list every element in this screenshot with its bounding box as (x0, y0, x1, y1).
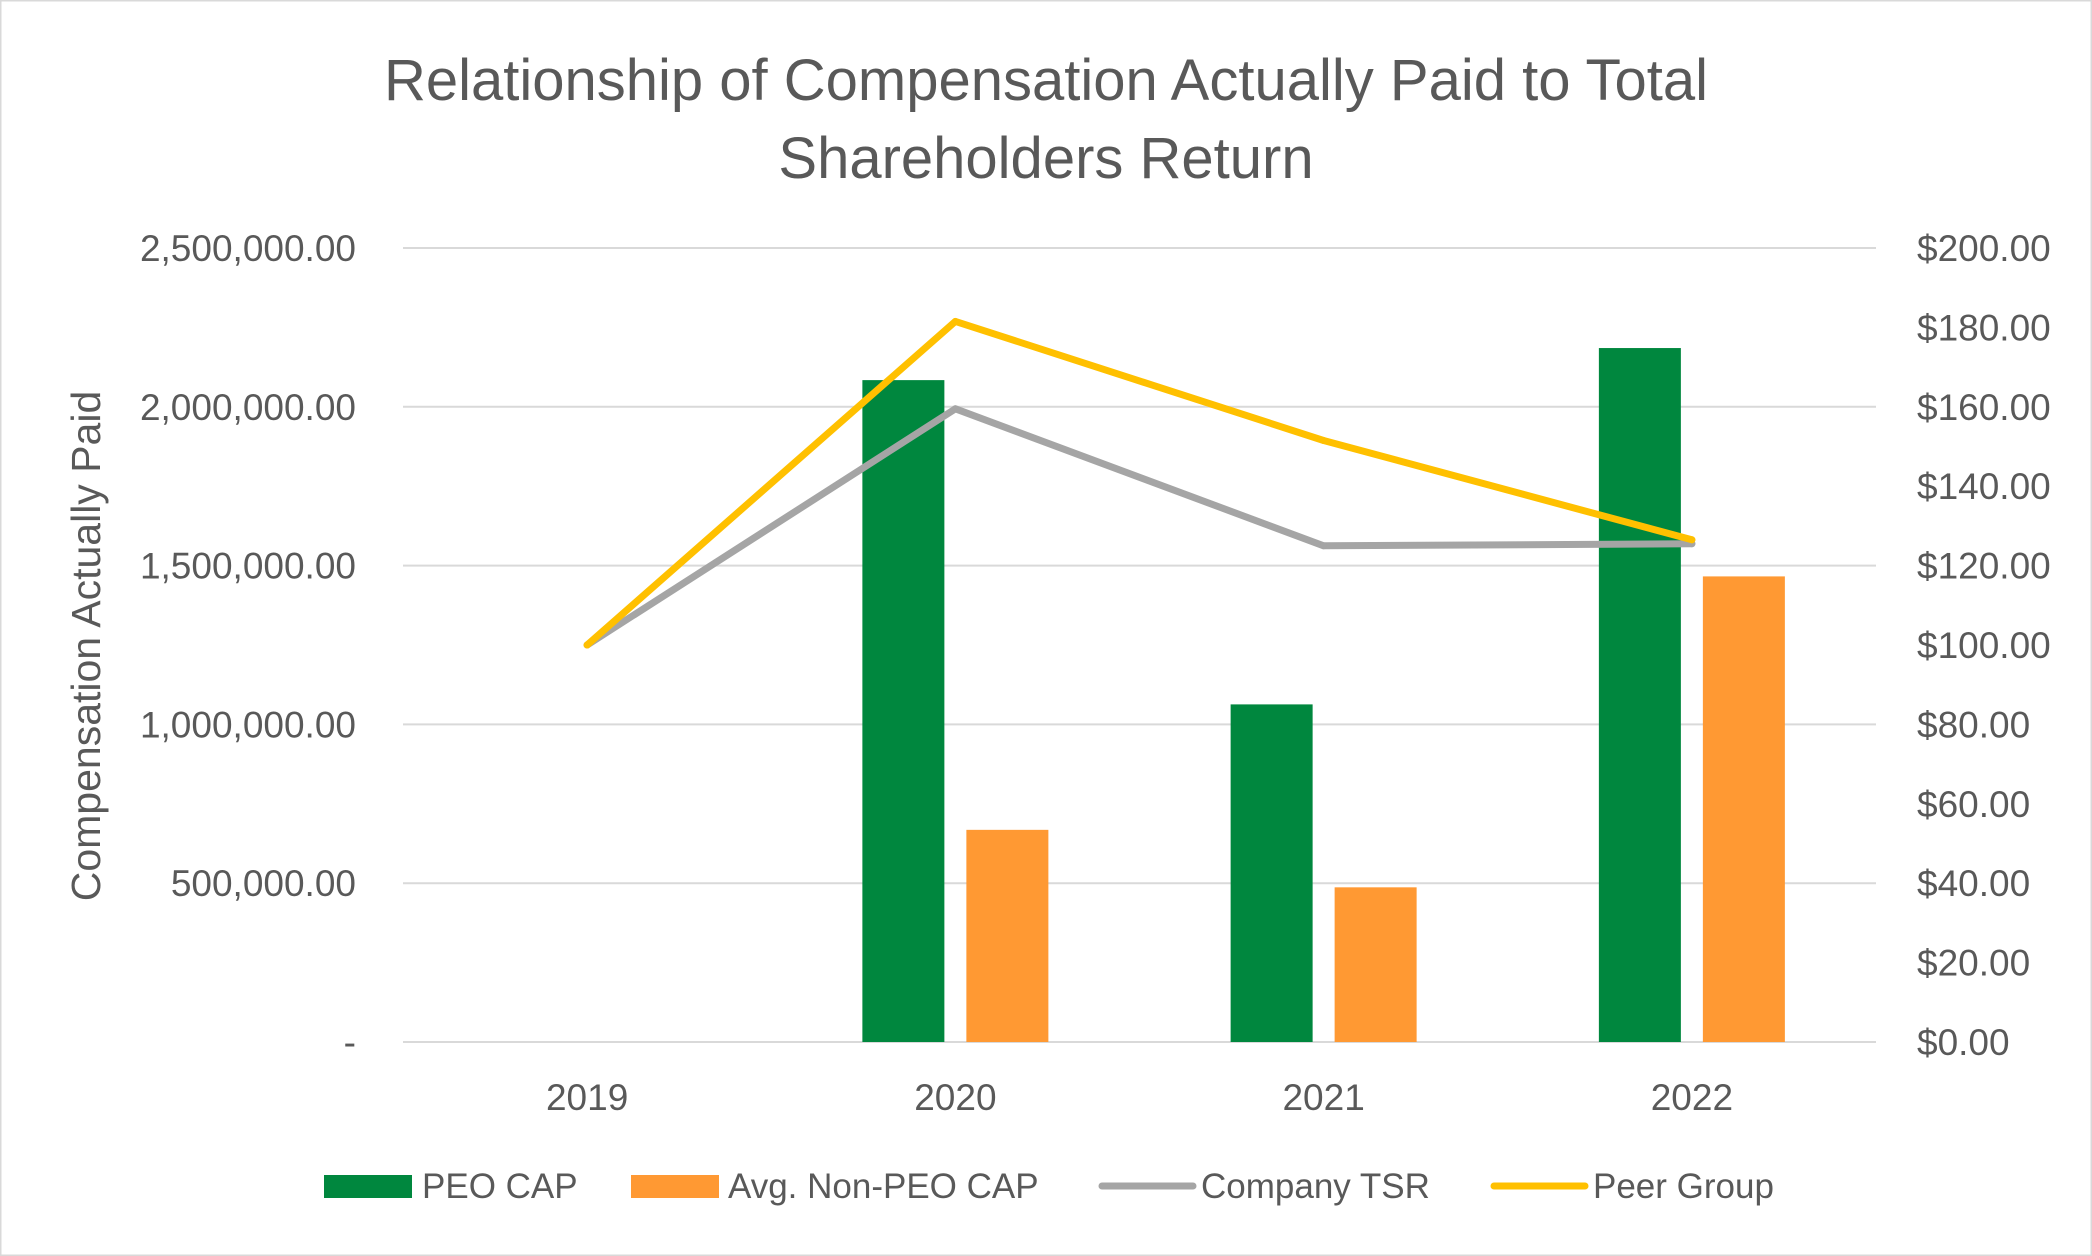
legend-swatch-avg-non-peo-cap (631, 1175, 719, 1198)
legend-item-avg-non-peo-cap: Avg. Non-PEO CAP (631, 1167, 1039, 1206)
legend-swatch-peo-cap (324, 1175, 412, 1198)
y-tick-label-right: $180.00 (1917, 307, 2051, 348)
y-axis-title: Compensation Actually Paid (63, 391, 109, 902)
legend-label-peo-cap: PEO CAP (422, 1167, 578, 1206)
x-tick-label: 2020 (914, 1077, 996, 1118)
y-tick-label-right: $20.00 (1917, 943, 2030, 984)
y-tick-label-left: 2,000,000.00 (140, 387, 356, 428)
y-tick-label-right: $100.00 (1917, 625, 2051, 666)
point-peer-group-2022 (1688, 536, 1696, 544)
bar-peo-cap-2020 (862, 380, 945, 1043)
point-peer-group-2019 (583, 641, 591, 649)
bar-avg-non-peo-cap-2022 (1702, 576, 1785, 1042)
y-tick-label-right: $120.00 (1917, 546, 2051, 587)
chart-title-line-2: Shareholders Return (778, 126, 1313, 191)
point-company-tsr-2021 (1320, 542, 1328, 550)
point-peer-group-2020 (951, 317, 959, 325)
y-tick-label-left: 500,000.00 (171, 863, 356, 904)
bar-avg-non-peo-cap-2020 (966, 829, 1049, 1042)
bar-peo-cap-2021 (1230, 704, 1313, 1042)
legend-item-peer-group: Peer Group (1490, 1167, 1774, 1206)
x-tick-label: 2021 (1282, 1077, 1364, 1118)
y-axis-left-tick-labels: - 500,000.00 1,000,000.00 1,500,000.00 2,000… (140, 228, 356, 1063)
y-tick-label-left: 2,500,000.00 (140, 228, 356, 269)
y-tick-label-right: $60.00 (1917, 784, 2030, 825)
bar-peo-cap-2022 (1598, 348, 1681, 1042)
y-tick-label-left: 1,000,000.00 (140, 704, 356, 745)
legend-item-company-tsr: Company TSR (1098, 1167, 1430, 1206)
x-tick-label: 2022 (1651, 1077, 1733, 1118)
legend-label-company-tsr: Company TSR (1201, 1167, 1430, 1206)
y-tick-label-right: $80.00 (1917, 704, 2030, 745)
line-peer-group (583, 317, 1696, 649)
x-tick-label: 2019 (546, 1077, 628, 1118)
legend-item-peo-cap: PEO CAP (324, 1167, 578, 1206)
legend: PEO CAP Avg. Non-PEO CAP Company TSR Pee… (324, 1167, 1774, 1206)
y-tick-label-right: $140.00 (1917, 466, 2051, 507)
point-company-tsr-2020 (951, 405, 959, 413)
line-company-tsr (583, 405, 1696, 649)
point-peer-group-2021 (1320, 437, 1328, 445)
y-tick-label-left: - (344, 1022, 356, 1063)
y-tick-label-right: $40.00 (1917, 863, 2030, 904)
y-tick-label-right: $0.00 (1917, 1022, 2010, 1063)
y-tick-label-left: 1,500,000.00 (140, 546, 356, 587)
line-series (583, 317, 1696, 649)
bar-series (862, 348, 1785, 1043)
legend-label-peer-group: Peer Group (1593, 1167, 1774, 1206)
y-tick-label-right: $200.00 (1917, 228, 2051, 269)
y-axis-right-tick-labels: $0.00 $20.00 $40.00 $60.00 $80.00 $100.00 $120… (1917, 228, 2051, 1063)
legend-label-avg-non-peo-cap: Avg. Non-PEO CAP (728, 1167, 1039, 1206)
chart-title-line-1: Relationship of Compensation Actually Pa… (384, 48, 1708, 113)
x-axis-tick-labels: 2019 2020 2021 2022 (546, 1077, 1733, 1118)
y-tick-label-right: $160.00 (1917, 387, 2051, 428)
bar-avg-non-peo-cap-2021 (1334, 887, 1417, 1042)
